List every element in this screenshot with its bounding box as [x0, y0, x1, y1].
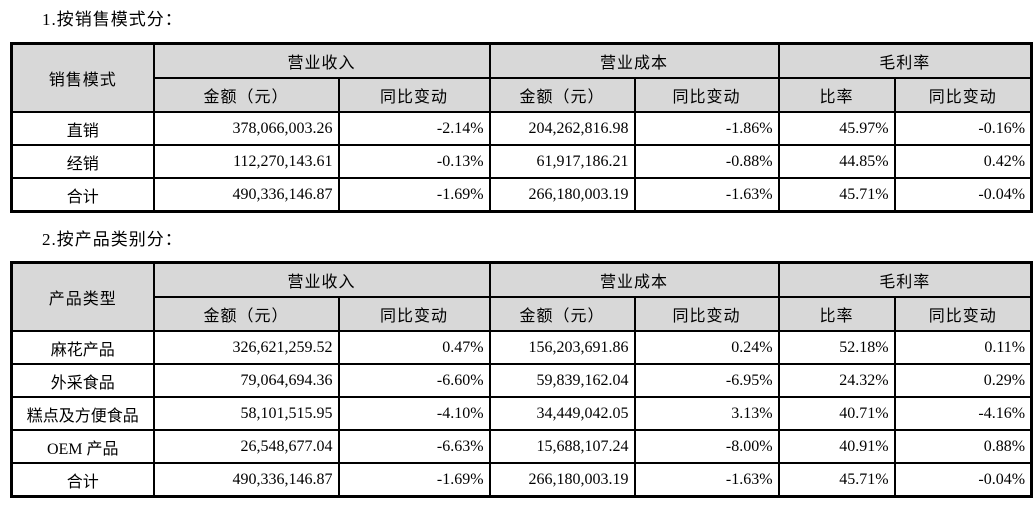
table-cell: -0.13%: [337, 144, 491, 179]
subheader-amount: 金额（元）: [152, 77, 340, 113]
table-cell: 266,180,003.19: [488, 462, 636, 498]
row-label: OEM 产品: [10, 429, 155, 464]
table-cell: 40.71%: [777, 396, 896, 431]
table-cell: -6.63%: [337, 429, 491, 464]
row-label: 麻花产品: [10, 330, 155, 365]
group-header-revenue: 营业收入: [152, 42, 491, 79]
table-row: 外采食品 79,064,694.36 -6.60% 59,839,162.04 …: [10, 363, 1033, 398]
subheader-amount: 金额（元）: [488, 296, 636, 332]
row-label: 经销: [10, 144, 155, 179]
subheader-yoy: 同比变动: [337, 77, 491, 113]
product-category-table: 产品类型 营业收入 营业成本 毛利率 金额（元） 同比变动 金额（元） 同比变动…: [10, 261, 1034, 498]
row-dimension-header: 销售模式: [10, 42, 155, 113]
table-cell: 326,621,259.52: [152, 330, 340, 365]
table-cell: -0.04%: [893, 177, 1033, 213]
table-cell: 0.24%: [633, 330, 780, 365]
table-cell: 45.71%: [777, 462, 896, 498]
table-row-total: 合计 490,336,146.87 -1.69% 266,180,003.19 …: [10, 177, 1033, 213]
table-cell: 112,270,143.61: [152, 144, 340, 179]
table-cell: -1.63%: [633, 177, 780, 213]
section-heading-sales-mode: 1.按销售模式分：: [42, 10, 183, 29]
table-cell: 0.29%: [893, 363, 1033, 398]
subheader-yoy: 同比变动: [893, 296, 1033, 332]
table-cell: 3.13%: [633, 396, 780, 431]
table-row: OEM 产品 26,548,677.04 -6.63% 15,688,107.2…: [10, 429, 1033, 464]
group-header-margin: 毛利率: [777, 42, 1033, 79]
subheader-yoy: 同比变动: [633, 77, 780, 113]
subheader-yoy: 同比变动: [633, 296, 780, 332]
table-subheader-row: 金额（元） 同比变动 金额（元） 同比变动 比率 同比变动: [12, 77, 1033, 113]
table-cell: 26,548,677.04: [152, 429, 340, 464]
table-cell: -1.86%: [633, 111, 780, 146]
row-label: 合计: [10, 462, 155, 498]
table-cell: -1.63%: [633, 462, 780, 498]
table-cell: 0.11%: [893, 330, 1033, 365]
table-cell: 0.42%: [893, 144, 1033, 179]
table-cell: 24.32%: [777, 363, 896, 398]
section-heading-product-category: 2.按产品类别分：: [42, 230, 183, 249]
table-cell: 34,449,042.05: [488, 396, 636, 431]
table-header-row: 产品类型 营业收入 营业成本 毛利率: [10, 261, 1033, 332]
table-cell: -6.60%: [337, 363, 491, 398]
row-label: 外采食品: [10, 363, 155, 398]
group-header-cost: 营业成本: [488, 42, 780, 79]
table-cell: 204,262,816.98: [488, 111, 636, 146]
table-cell: 15,688,107.24: [488, 429, 636, 464]
table-cell: 61,917,186.21: [488, 144, 636, 179]
table-cell: -0.16%: [893, 111, 1033, 146]
subheader-yoy: 同比变动: [337, 296, 491, 332]
subheader-amount: 金额（元）: [152, 296, 340, 332]
subheader-yoy: 同比变动: [893, 77, 1033, 113]
table-cell: 156,203,691.86: [488, 330, 636, 365]
table-cell: 44.85%: [777, 144, 896, 179]
table-row-total: 合计 490,336,146.87 -1.69% 266,180,003.19 …: [10, 462, 1033, 498]
table-subheader-row: 金额（元） 同比变动 金额（元） 同比变动 比率 同比变动: [12, 296, 1033, 332]
table-cell: 45.71%: [777, 177, 896, 213]
table-cell: -4.16%: [893, 396, 1033, 431]
table-cell: 0.88%: [893, 429, 1033, 464]
subheader-ratio: 比率: [777, 296, 896, 332]
table-cell: 58,101,515.95: [152, 396, 340, 431]
row-dimension-header: 产品类型: [10, 261, 155, 332]
table-cell: -1.69%: [337, 462, 491, 498]
table-row: 糕点及方便食品 58,101,515.95 -4.10% 34,449,042.…: [10, 396, 1033, 431]
table-cell: -0.88%: [633, 144, 780, 179]
group-header-revenue: 营业收入: [152, 261, 491, 298]
row-label: 糕点及方便食品: [10, 396, 155, 431]
table-cell: -8.00%: [633, 429, 780, 464]
group-header-margin: 毛利率: [777, 261, 1033, 298]
table-cell: -1.69%: [337, 177, 491, 213]
table-cell: -4.10%: [337, 396, 491, 431]
subheader-ratio: 比率: [777, 77, 896, 113]
table-row: 经销 112,270,143.61 -0.13% 61,917,186.21 -…: [10, 144, 1033, 179]
sales-mode-table: 销售模式 营业收入 营业成本 毛利率 金额（元） 同比变动 金额（元） 同比变动…: [10, 42, 1034, 213]
table-cell: 490,336,146.87: [152, 177, 340, 213]
row-label: 直销: [10, 111, 155, 146]
table-cell: 0.47%: [337, 330, 491, 365]
table-cell: 52.18%: [777, 330, 896, 365]
table-cell: 45.97%: [777, 111, 896, 146]
table-cell: 59,839,162.04: [488, 363, 636, 398]
table-cell: -6.95%: [633, 363, 780, 398]
table-cell: 266,180,003.19: [488, 177, 636, 213]
table-row: 麻花产品 326,621,259.52 0.47% 156,203,691.86…: [10, 330, 1033, 365]
group-header-cost: 营业成本: [488, 261, 780, 298]
table-cell: -2.14%: [337, 111, 491, 146]
table-cell: 79,064,694.36: [152, 363, 340, 398]
table-cell: 490,336,146.87: [152, 462, 340, 498]
row-label: 合计: [10, 177, 155, 213]
table-row: 直销 378,066,003.26 -2.14% 204,262,816.98 …: [10, 111, 1033, 146]
table-cell: -0.04%: [893, 462, 1033, 498]
subheader-amount: 金额（元）: [488, 77, 636, 113]
table-cell: 40.91%: [777, 429, 896, 464]
table-header-row: 销售模式 营业收入 营业成本 毛利率: [10, 42, 1033, 113]
table-cell: 378,066,003.26: [152, 111, 340, 146]
